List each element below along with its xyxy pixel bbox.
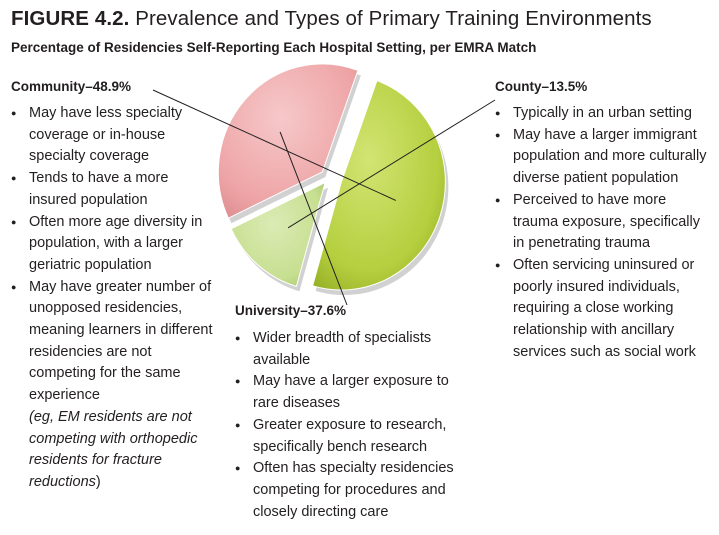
university-bullet-4: Often has specialty residencies competin…: [235, 458, 467, 523]
county-bullet-4: Often servicing uninsured or poorly insu…: [495, 255, 713, 364]
university-bullets: Wider breadth of specialists available M…: [235, 328, 467, 523]
county-leader-line: [287, 99, 496, 229]
county-bullet-2: May have a larger immigrant population a…: [495, 125, 713, 190]
community-slice: [312, 79, 446, 291]
county-bullet-1: Typically in an urban setting: [495, 103, 713, 125]
county-slice: [230, 181, 326, 287]
university-bullet-2: May have a larger exposure to rare disea…: [235, 371, 467, 414]
community-bullet-4: May have greater number of unopposed res…: [11, 277, 213, 494]
county-label: County–13.5%: [495, 79, 588, 94]
community-label: Community–48.9%: [11, 79, 132, 94]
community-bullet-2: Tends to have a more insured population: [11, 168, 213, 211]
university-leader-line: [279, 131, 348, 306]
community-bullet-1: May have less specialty coverage or in-h…: [11, 103, 213, 168]
university-slice: [217, 63, 359, 219]
county-bullets: Typically in an urban setting May have a…: [495, 103, 713, 363]
university-label: University–37.6%: [235, 303, 347, 318]
community-bullet-4-text: May have greater number of unopposed res…: [29, 278, 213, 404]
university-bullet-3: Greater exposure to research, specifical…: [235, 415, 467, 458]
figure-title: FIGURE 4.2. Prevalence and Types of Prim…: [11, 7, 652, 31]
university-bullet-1: Wider breadth of specialists available: [235, 328, 467, 371]
community-bullet-4-close: ): [95, 473, 101, 490]
county-bullet-3: Perceived to have more trauma exposure, …: [495, 190, 713, 255]
community-bullet-4-italic: (eg, EM residents are not competing with…: [29, 408, 198, 490]
community-bullets: May have less specialty coverage or in-h…: [11, 103, 213, 494]
figure-number: FIGURE 4.2.: [11, 7, 130, 30]
figure-title-text: Prevalence and Types of Primary Training…: [135, 7, 652, 30]
figure-subtitle: Percentage of Residencies Self-Reporting…: [11, 40, 537, 55]
community-bullet-3: Often more age diversity in population, …: [11, 212, 213, 277]
